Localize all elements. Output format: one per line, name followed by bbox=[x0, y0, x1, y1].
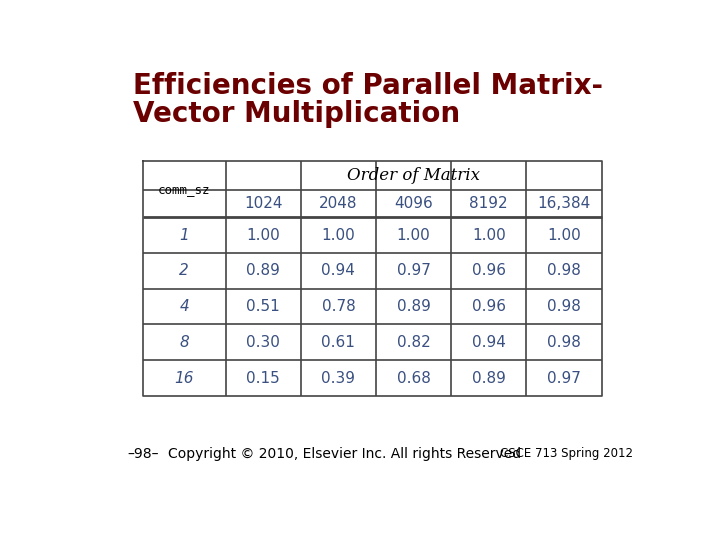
Text: 0.30: 0.30 bbox=[246, 335, 280, 350]
Text: 0.39: 0.39 bbox=[321, 370, 356, 386]
Text: Copyright © 2010, Elsevier Inc. All rights Reserved: Copyright © 2010, Elsevier Inc. All righ… bbox=[168, 447, 521, 461]
Text: 16: 16 bbox=[174, 370, 194, 386]
Text: 0.51: 0.51 bbox=[246, 299, 280, 314]
Text: 1: 1 bbox=[179, 228, 189, 242]
Text: 2: 2 bbox=[179, 264, 189, 278]
Text: 0.82: 0.82 bbox=[397, 335, 431, 350]
Text: 2048: 2048 bbox=[319, 196, 358, 211]
Text: 0.98: 0.98 bbox=[547, 299, 581, 314]
Text: 0.89: 0.89 bbox=[246, 264, 280, 278]
Text: 8192: 8192 bbox=[469, 196, 508, 211]
Text: 0.97: 0.97 bbox=[397, 264, 431, 278]
Text: 1.00: 1.00 bbox=[397, 228, 431, 242]
Text: 4: 4 bbox=[179, 299, 189, 314]
Text: Efficiencies of Parallel Matrix-: Efficiencies of Parallel Matrix- bbox=[132, 72, 603, 100]
Text: 1.00: 1.00 bbox=[322, 228, 355, 242]
Text: 0.98: 0.98 bbox=[547, 264, 581, 278]
Text: 0.94: 0.94 bbox=[472, 335, 505, 350]
Text: 0.96: 0.96 bbox=[472, 299, 505, 314]
Text: Vector Multiplication: Vector Multiplication bbox=[132, 100, 460, 128]
Text: comm_sz: comm_sz bbox=[158, 183, 210, 195]
Text: –98–: –98– bbox=[127, 447, 158, 461]
Text: 0.98: 0.98 bbox=[547, 335, 581, 350]
Text: 1.00: 1.00 bbox=[547, 228, 581, 242]
Text: 0.68: 0.68 bbox=[397, 370, 431, 386]
Text: 0.78: 0.78 bbox=[322, 299, 355, 314]
Text: 1.00: 1.00 bbox=[246, 228, 280, 242]
Text: 0.94: 0.94 bbox=[321, 264, 356, 278]
Text: 0.61: 0.61 bbox=[321, 335, 356, 350]
Text: CSCE 713 Spring 2012: CSCE 713 Spring 2012 bbox=[500, 447, 632, 460]
Text: 0.15: 0.15 bbox=[246, 370, 280, 386]
Text: 16,384: 16,384 bbox=[537, 196, 590, 211]
Text: 4096: 4096 bbox=[394, 196, 433, 211]
Text: 0.97: 0.97 bbox=[547, 370, 581, 386]
Text: 8: 8 bbox=[179, 335, 189, 350]
Text: 1024: 1024 bbox=[244, 196, 282, 211]
Text: 0.89: 0.89 bbox=[397, 299, 431, 314]
Text: 0.96: 0.96 bbox=[472, 264, 505, 278]
Text: 0.89: 0.89 bbox=[472, 370, 505, 386]
Text: Order of Matrix: Order of Matrix bbox=[347, 167, 480, 184]
Text: 1.00: 1.00 bbox=[472, 228, 505, 242]
